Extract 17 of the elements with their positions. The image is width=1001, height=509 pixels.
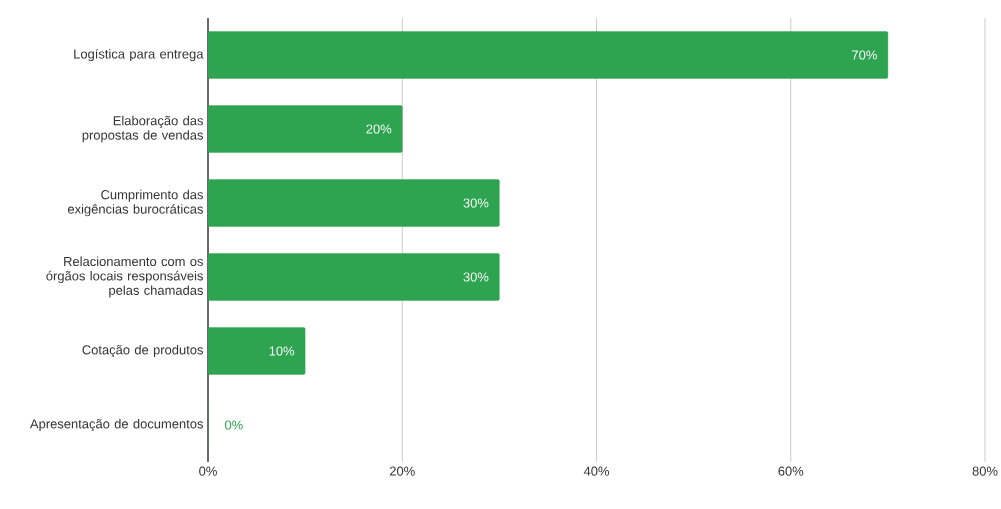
data-label: 30% [463, 272, 489, 282]
y-tick-label: Cotação de produtos [82, 344, 203, 358]
x-tick-label: 40% [583, 466, 610, 476]
x-tick-label: 0% [199, 466, 217, 476]
x-tick-label: 60% [778, 466, 804, 476]
data-label: 70% [852, 50, 877, 60]
x-tick-label: 80% [972, 466, 998, 476]
y-tick-label: Apresentação de documentos [30, 418, 203, 432]
y-tick-label: Logística para entrega [74, 48, 204, 62]
data-label: 30% [463, 198, 489, 208]
y-tick-label: Relacionamento com os órgãos locais responsáveis pelas chamadas [46, 256, 203, 298]
x-tick-label: 20% [389, 466, 415, 476]
data-label: 0% [225, 420, 243, 430]
y-tick-label: Elaboração das propostas de vendas [82, 115, 203, 143]
y-tick-label: Cumprimento das exigências burocráticas [67, 189, 203, 217]
data-label: 20% [366, 124, 392, 134]
data-label: 10% [269, 346, 295, 356]
